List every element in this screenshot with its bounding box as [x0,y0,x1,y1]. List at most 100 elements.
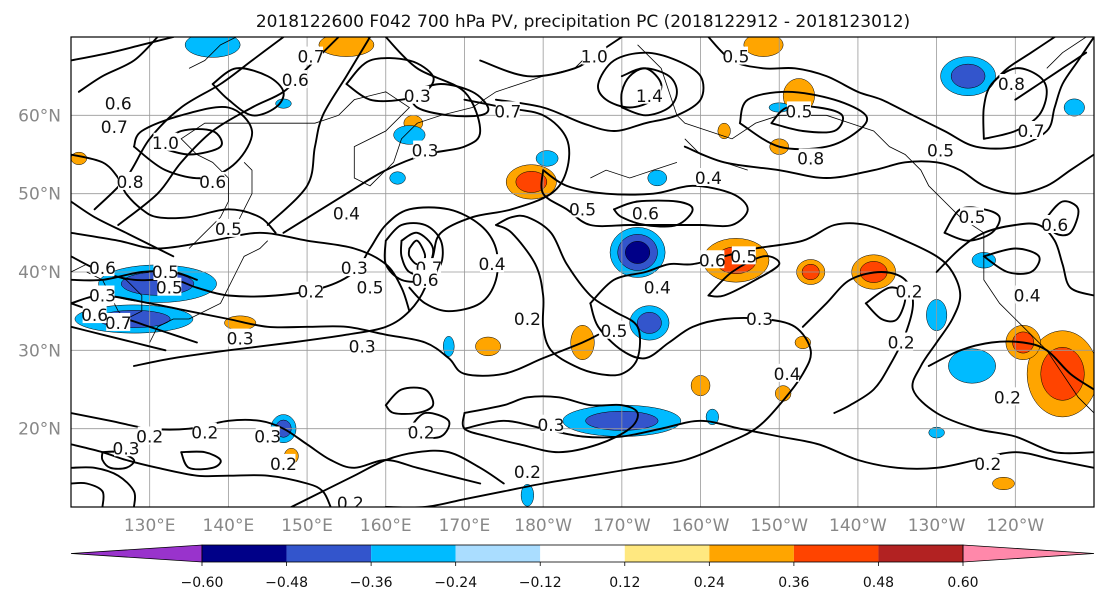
contour-label-6: 0.6 [282,71,309,91]
pv-contour-line-45 [71,270,198,282]
precip-anomaly-area-0-1 [515,171,548,193]
contour-label-bg [192,422,217,441]
contour-label-bg [118,171,143,190]
contour-label-bg [102,117,127,136]
lon-label-10: 130°W [908,516,966,536]
contour-label-36: 0.2 [896,283,923,303]
precip-anomaly-area-17-0 [71,151,87,165]
pv-contour-line-28 [707,255,781,298]
contour-label-44: 0.7 [1018,122,1045,142]
pv-contour-line-54 [384,386,435,415]
contour-label-51: 0.2 [408,424,435,444]
colorbar-extend-low [70,544,203,563]
coastline-segment [235,162,253,226]
pv-contour-line-0 [71,37,175,62]
precip-anomaly-area-19-0 [992,476,1015,491]
contour-label-43: 0.6 [1041,216,1068,236]
pv-contour-line-26 [613,199,694,228]
contour-label-bg [405,85,430,104]
pv-contour-line-33 [982,247,1041,275]
pv-contour-line-50 [990,37,1056,85]
precip-anomaly-area-27-1 [637,312,662,334]
contour-label-bg [90,258,115,277]
lat-label-3: 30°N [18,341,61,361]
contour-label-bg [82,305,107,324]
lon-label-5: 180°W [514,516,572,536]
contour-label-38: 0.2 [994,388,1021,408]
pv-contour-line-21 [707,37,1094,150]
contour-label-35: 0.5 [730,247,757,267]
pv-contour-line-27 [589,222,1094,455]
precip-anomaly-area-31-0 [535,150,559,167]
contour-label-bg [723,46,748,65]
contour-label-bg [1019,121,1044,139]
contour-label-46: 0.3 [113,439,140,459]
coastline-segment [637,44,1094,414]
contour-label-bg [999,74,1024,92]
pv-contour-line-29 [384,302,812,507]
colorbar-bin-1 [202,545,287,562]
contour-label-bg [700,250,725,269]
contour-label-bg [350,336,375,355]
pv-contour-line-56 [408,83,490,118]
contour-label-bg [731,246,756,265]
coastline-segment [188,37,237,69]
pv-contour-line-6 [266,37,371,226]
contour-label-54: 0.3 [537,416,564,436]
contour-label-bg [570,199,595,218]
colorbar-bin-4 [455,545,541,562]
contour-label-bg [582,46,607,65]
contour-label-bg [299,281,324,300]
contour-label-34: 0.6 [699,251,726,271]
colorbar-tick-label-8: 0.48 [863,575,894,591]
contour-label-bg [960,207,985,226]
contour-label-7: 0.7 [297,48,324,68]
lon-label-4: 170°E [439,516,491,536]
contour-label-bg [255,426,280,445]
pv-contour-line-51 [1014,51,1088,101]
precip-anomaly-area-38-0 [442,335,455,357]
contour-label-bg [775,363,800,382]
contour-label-42: 0.4 [1014,287,1041,307]
precip-anomaly-area-9-0 [743,37,784,57]
contour-label-58: 0.6 [81,306,108,326]
contour-label-bg [747,309,772,327]
contour-label-22: 0.7 [494,102,521,122]
lat-label-1: 50°N [18,185,61,205]
pv-contour-line-22 [738,90,869,151]
pv-contour-line-38 [290,449,505,507]
lon-label-7: 160°W [672,516,730,536]
contour-label-bg [696,168,721,186]
coastline-segment [1046,37,1087,69]
contour-label-24: 0.5 [722,48,749,68]
contour-label-48: 0.3 [254,428,281,448]
pv-contour-line-55 [180,450,222,471]
pv-contour-line-9 [133,98,571,367]
colorbar-tick-label-7: 0.36 [778,575,809,591]
contour-label-bg [633,203,658,222]
contour-label-40: 0.5 [927,142,954,162]
figure-title: 2018122600 F042 700 hPa PV, precipitatio… [256,12,910,32]
pv-contour-line-48 [211,67,285,117]
pv-contour-line-20 [620,67,678,117]
contour-label-37: 0.2 [888,334,915,354]
colorbar-bin-6 [624,545,710,562]
contour-label-bg [153,262,178,280]
coastline-segment [590,161,678,179]
contour-label-49: 0.2 [270,455,297,475]
pv-contour-line-44 [71,200,175,258]
contour-label-bg [228,328,253,347]
contour-label-18: 0.3 [227,330,254,350]
lon-label-9: 140°W [829,516,887,536]
precip-anomaly-area-26-1 [950,63,986,89]
pv-contour-line-36 [461,395,639,454]
colorbar-tick-label-6: 0.24 [694,575,725,591]
contour-label-bg [637,85,662,104]
precip-anomaly-area-11-0 [475,336,501,357]
contour-label-bg [889,332,914,351]
contour-label-31: 0.5 [600,322,627,342]
contour-label-17: 0.5 [156,279,183,299]
contour-label-bg [897,281,922,300]
contour-label-bg [798,148,823,167]
